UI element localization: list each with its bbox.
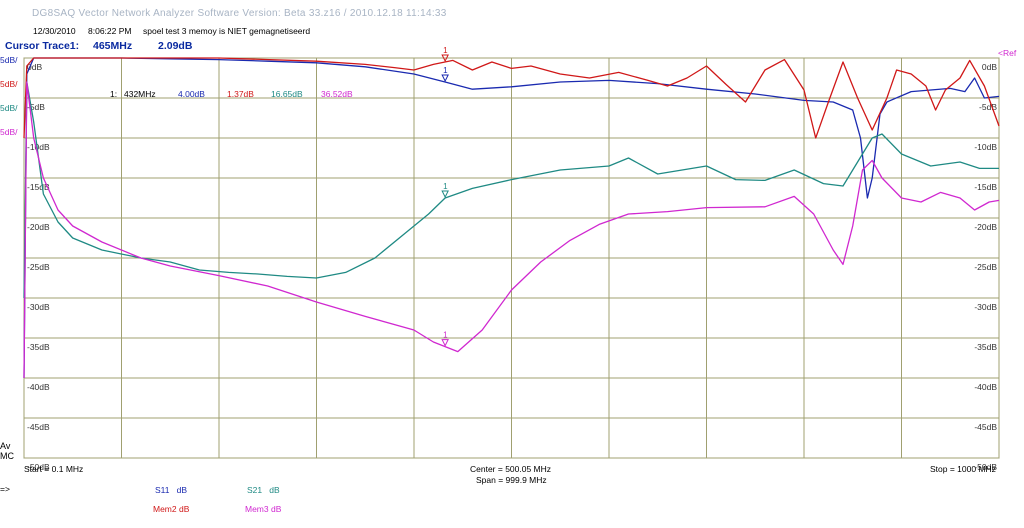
legend-mem2-unit: dB [179, 504, 190, 514]
y-tick-label-right: 0dB [982, 62, 997, 72]
y-tick-label-right: -20dB [974, 222, 997, 232]
window-title: DG8SAQ Vector Network Analyzer Software … [32, 8, 447, 19]
traces [23, 57, 1000, 379]
start-frequency: Start = 0.1 MHz [24, 464, 84, 474]
y-tick-label-left: -40dB [27, 382, 50, 392]
y-tick-label-left: -25dB [27, 262, 50, 272]
y-tick-label-left: -15dB [27, 182, 50, 192]
status-av: Av [0, 441, 11, 451]
marker-number-s11: 1 [443, 66, 448, 75]
y-tick-label-left: -5dB [27, 102, 45, 112]
marker-frequency: 432MHz [124, 89, 156, 99]
marker-number-mem2: 1 [443, 46, 448, 55]
y-tick-label-left: 0dB [27, 62, 42, 72]
capture-date: 12/30/2010 [33, 26, 76, 36]
status-mc: MC [0, 451, 14, 461]
marker-value-mem2: 1.37dB [227, 89, 254, 99]
scale-label-mem3: 5dB/ [0, 127, 18, 137]
legend-s21[interactable]: S21 dB [247, 485, 280, 495]
legend-mem3[interactable]: Mem3 dB [245, 504, 281, 514]
legend-mem2[interactable]: Mem2 dB [153, 504, 189, 514]
scale-label-s11: 5dB/ [0, 55, 18, 65]
cursor-frequency: 465MHz [93, 40, 133, 52]
span-frequency: Span = 999.9 MHz [476, 475, 547, 485]
arrow-marker: => [0, 484, 10, 494]
y-tick-label-left: -50dB [27, 462, 50, 472]
marker-value-s11: 4.00dB [178, 89, 205, 99]
y-tick-label-right: -40dB [974, 382, 997, 392]
legend-s11-unit: dB [176, 485, 187, 495]
marker-group: 1 1 1 1 [441, 46, 449, 347]
y-tick-label-right: -35dB [974, 342, 997, 352]
cursor-label: Cursor Trace1: [5, 40, 80, 52]
scale-label-mem2: 5dB/ [0, 79, 18, 89]
y-tick-label-right: -45dB [974, 422, 997, 432]
marker-number-s21: 1 [443, 182, 448, 191]
y-tick-label-right: -50dB [974, 462, 997, 472]
trace-mem3 [23, 81, 1000, 379]
y-tick-label-right: -5dB [979, 102, 997, 112]
marker-triangle-s21 [441, 190, 449, 199]
legend-mem2-name: Mem2 [153, 504, 177, 514]
y-tick-label-left: -45dB [27, 422, 50, 432]
marker-value-mem3: 36.52dB [321, 89, 353, 99]
y-tick-label-left: -10dB [27, 142, 50, 152]
legend-s21-unit: dB [269, 485, 280, 495]
y-tick-label-left: -30dB [27, 302, 50, 312]
y-tick-label-left: -35dB [27, 342, 50, 352]
legend-s11[interactable]: S11 dB [155, 485, 187, 495]
legend-s11-name: S11 [155, 485, 170, 495]
capture-time: 8:06:22 PM [88, 26, 132, 36]
marker-triangle-mem2 [441, 54, 449, 63]
stop-frequency: Stop = 1000 MHz [930, 464, 996, 474]
legend-s21-name: S21 [247, 485, 263, 495]
scale-label-s21: 5dB/ [0, 103, 18, 113]
legend-mem3-name: Mem3 [245, 504, 269, 514]
center-frequency: Center = 500.05 MHz [470, 464, 552, 474]
marker-triangle-s11 [441, 74, 449, 83]
y-tick-labels: 0dB 0dB -5dB -5dB -10dB -10dB -15dB -15dB -20dB -… [27, 62, 997, 472]
y-tick-label-right: -30dB [974, 302, 997, 312]
cursor-value: 2.09dB [158, 40, 193, 52]
y-tick-label-right: -25dB [974, 262, 997, 272]
trace-s21 [23, 81, 999, 299]
legend-mem3-unit: dB [271, 504, 282, 514]
marker-number-mem3: 1 [443, 331, 448, 340]
memo-text: spoel test 3 memoy is NIET gemagnetiseer… [143, 26, 311, 36]
y-tick-label-left: -20dB [27, 222, 50, 232]
trace-mem2 [23, 57, 1000, 139]
marker-index: 1: [110, 89, 118, 99]
ref-label: <Ref [998, 48, 1017, 58]
marker-triangle-mem3 [441, 339, 449, 347]
y-tick-label-right: -10dB [974, 142, 997, 152]
marker-value-s21: 16.65dB [271, 89, 303, 99]
y-tick-label-right: -15dB [974, 182, 997, 192]
